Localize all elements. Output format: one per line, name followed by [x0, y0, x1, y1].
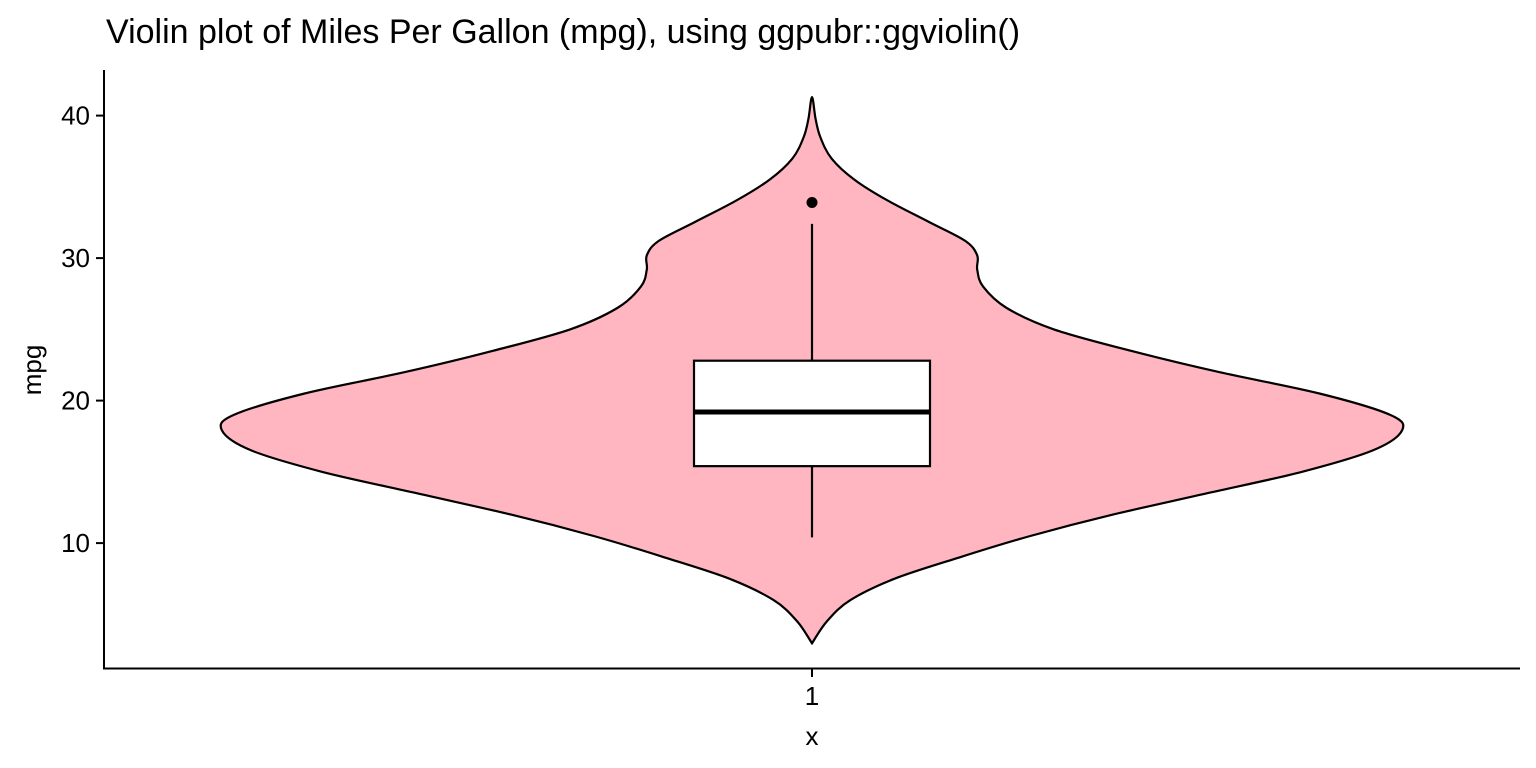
outlier-point — [806, 197, 818, 209]
y-ticks: 10 20 30 40 — [61, 101, 104, 558]
y-tick-label: 10 — [61, 528, 90, 558]
y-tick-label: 40 — [61, 101, 90, 131]
y-tick-label: 20 — [61, 386, 90, 416]
x-ticks: 1 — [805, 668, 819, 711]
y-tick-label: 30 — [61, 243, 90, 273]
boxplot-layer — [692, 197, 932, 538]
x-tick-label: 1 — [805, 681, 819, 711]
x-axis-title: x — [806, 721, 819, 751]
chart-title: Violin plot of Miles Per Gallon (mpg), u… — [106, 13, 1021, 51]
y-axis-title: mpg — [17, 345, 47, 396]
